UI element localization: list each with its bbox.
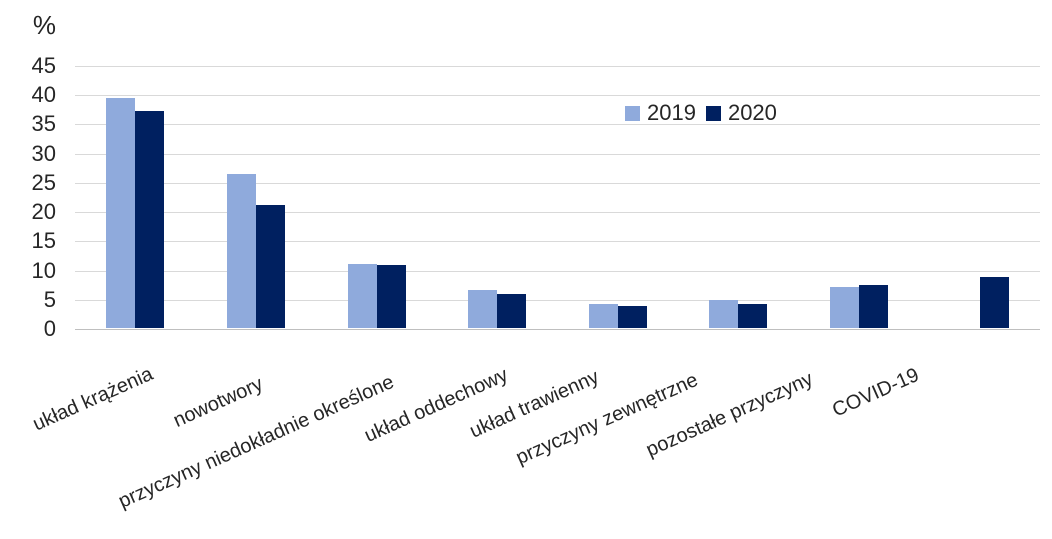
legend-item-2020: 2020 (705, 100, 777, 125)
gridline (75, 182, 1040, 184)
bar-2020 (979, 276, 1009, 328)
x-axis-label: COVID-19 (829, 363, 923, 422)
x-axis-label: przyczyny zewnętrzne (512, 368, 702, 470)
y-axis-tick-label: 5 (43, 286, 56, 312)
legend-swatch-icon (625, 105, 640, 121)
bar-2020 (738, 304, 768, 328)
bar-2020 (376, 264, 406, 328)
bar-2019 (347, 263, 377, 328)
bar-2020 (617, 305, 647, 328)
legend-item-2019: 2019 (625, 102, 696, 124)
bar-2020 (255, 204, 285, 328)
y-axis-tick-label: 25 (31, 169, 56, 195)
legend-label: 2020 (727, 100, 777, 125)
y-axis-tick-label: 20 (31, 199, 56, 225)
y-axis-tick-label: 35 (31, 111, 56, 137)
legend-label: 2019 (647, 100, 696, 125)
bar-2019 (468, 290, 498, 328)
gridline (75, 124, 1040, 126)
legend-swatch-icon (705, 105, 721, 121)
gridline (75, 66, 1040, 67)
plot-area: 2019 2020 (75, 66, 1040, 330)
bar-2019 (106, 98, 136, 328)
y-axis-tick-label: 40 (31, 82, 56, 108)
y-axis-unit-label: % (32, 10, 56, 40)
bar-2019 (709, 299, 739, 328)
y-axis-tick-label: 15 (31, 228, 56, 254)
bar-2019 (830, 286, 860, 328)
gridline (75, 270, 1040, 272)
legend: 2019 2020 (625, 102, 777, 124)
bar-2020 (859, 284, 889, 328)
gridline (75, 241, 1040, 243)
gridline (75, 212, 1040, 214)
gridline (75, 299, 1040, 301)
y-axis-tick-label: 0 (43, 316, 56, 341)
bar-2020 (135, 110, 165, 328)
y-axis-tick-label: 45 (31, 53, 56, 78)
bar-2020 (497, 293, 527, 328)
bar-2019 (588, 304, 618, 328)
x-axis-label: układ krążenia (29, 362, 157, 436)
gridline (75, 153, 1040, 155)
bar-2019 (226, 173, 256, 328)
x-axis-label: nowotwory (170, 372, 267, 432)
x-axis-line (75, 329, 1040, 330)
y-axis-tick-label: 10 (31, 257, 56, 283)
y-axis-tick-label: 30 (31, 140, 56, 166)
gridline (75, 95, 1040, 97)
